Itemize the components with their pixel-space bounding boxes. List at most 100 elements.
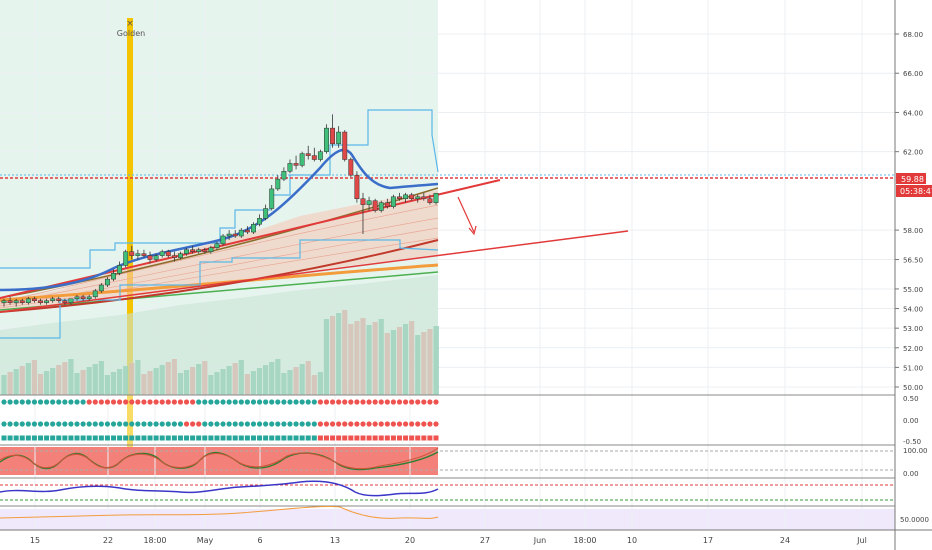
signal-dot [62,421,68,427]
candle-body [74,296,80,299]
signal-dot [129,421,135,427]
signal-square [50,435,56,441]
signal-square [1,435,7,441]
candle-body [25,298,31,303]
signal-dot [117,421,123,427]
signal-dot [214,399,220,405]
signal-square [214,435,220,441]
signal-dot [269,399,275,405]
signal-dot [98,399,104,405]
signal-square [366,435,372,441]
signal-square [330,435,336,441]
signal-dot [354,399,360,405]
signal-dot [396,421,403,427]
signal-dot [177,399,184,405]
signal-dot [220,399,226,405]
signal-dot [37,399,44,405]
candle-body [135,253,141,256]
signal-dot [305,421,311,427]
signal-dot [86,421,92,427]
signal-dot [281,421,287,427]
rsi-panel [0,480,895,501]
signal-dot [159,399,165,405]
candle-body [123,251,129,266]
trendline-upper [0,179,501,299]
signal-dot [366,421,372,427]
signal-dot [43,421,50,427]
osc3-purple-zone [0,509,895,530]
signal-dot [135,399,141,405]
signal-dot [354,421,360,427]
signal-square [190,435,196,441]
signal-square [427,435,433,441]
signal-dot [171,421,177,427]
signal-dot [311,421,317,427]
candle-body [86,296,92,299]
signal-square [92,435,98,441]
candle-body [80,296,86,299]
signal-dot [293,399,299,405]
candle-body [117,265,123,274]
candle-body [324,127,329,152]
signal-square [117,435,123,441]
signal-dot [238,421,244,427]
signal-dot [80,421,86,427]
signal-dot [86,399,92,405]
signal-square [208,435,214,441]
signal-square [257,435,263,441]
signal-dot [415,421,421,427]
signal-dot [1,399,7,405]
signal-square [263,435,269,441]
projection-arrow [457,196,475,233]
candle-body [98,284,104,292]
signal-dot [342,399,348,405]
signal-dot [50,421,56,427]
candle-body [275,178,281,190]
signal-square [287,435,293,441]
signal-dot [117,399,123,405]
signal-dot [409,421,415,427]
signal-square [184,435,190,441]
signal-dot [348,421,354,427]
candle-body [244,229,250,233]
signal-dot [50,399,56,405]
signal-dot [171,399,177,405]
signal-dot [129,399,135,405]
candle-body [50,298,56,301]
volume-area [0,275,438,395]
candle-body [336,131,342,145]
trendline-lower [0,230,629,313]
candle-body [68,298,74,303]
candle-body [104,278,110,286]
signal-dot [147,421,153,427]
signal-square [68,435,74,441]
signal-square [433,435,439,441]
signal-dot [372,421,378,427]
osc2-tick-label: 100.00 [903,447,928,455]
signal-square [299,435,305,441]
candle-body [31,298,37,301]
candle-body [366,200,372,205]
candlestick-series [1,114,439,307]
candle-body [7,300,13,303]
candle-body [202,249,208,252]
signal-square [232,435,238,441]
candle-body [196,249,202,252]
signal-square [409,435,415,441]
signal-dot [141,421,147,427]
signal-dot [275,399,281,405]
signal-dot [396,399,403,405]
signal-square [13,435,19,441]
price-axis: 68.00 66.00 64.00 62.00 58.00 56.50 55.00 54.00… [895,31,923,392]
time-tick-label: May [197,536,214,545]
time-tick-label: 15 [30,536,40,545]
signal-dot [68,399,74,405]
signal-dot [165,399,171,405]
signal-square [56,435,62,441]
signal-dot [1,421,7,427]
golden-label: Golden [117,29,145,38]
candle-body [263,208,269,219]
signal-dot [323,399,330,405]
candle-body [1,300,7,303]
